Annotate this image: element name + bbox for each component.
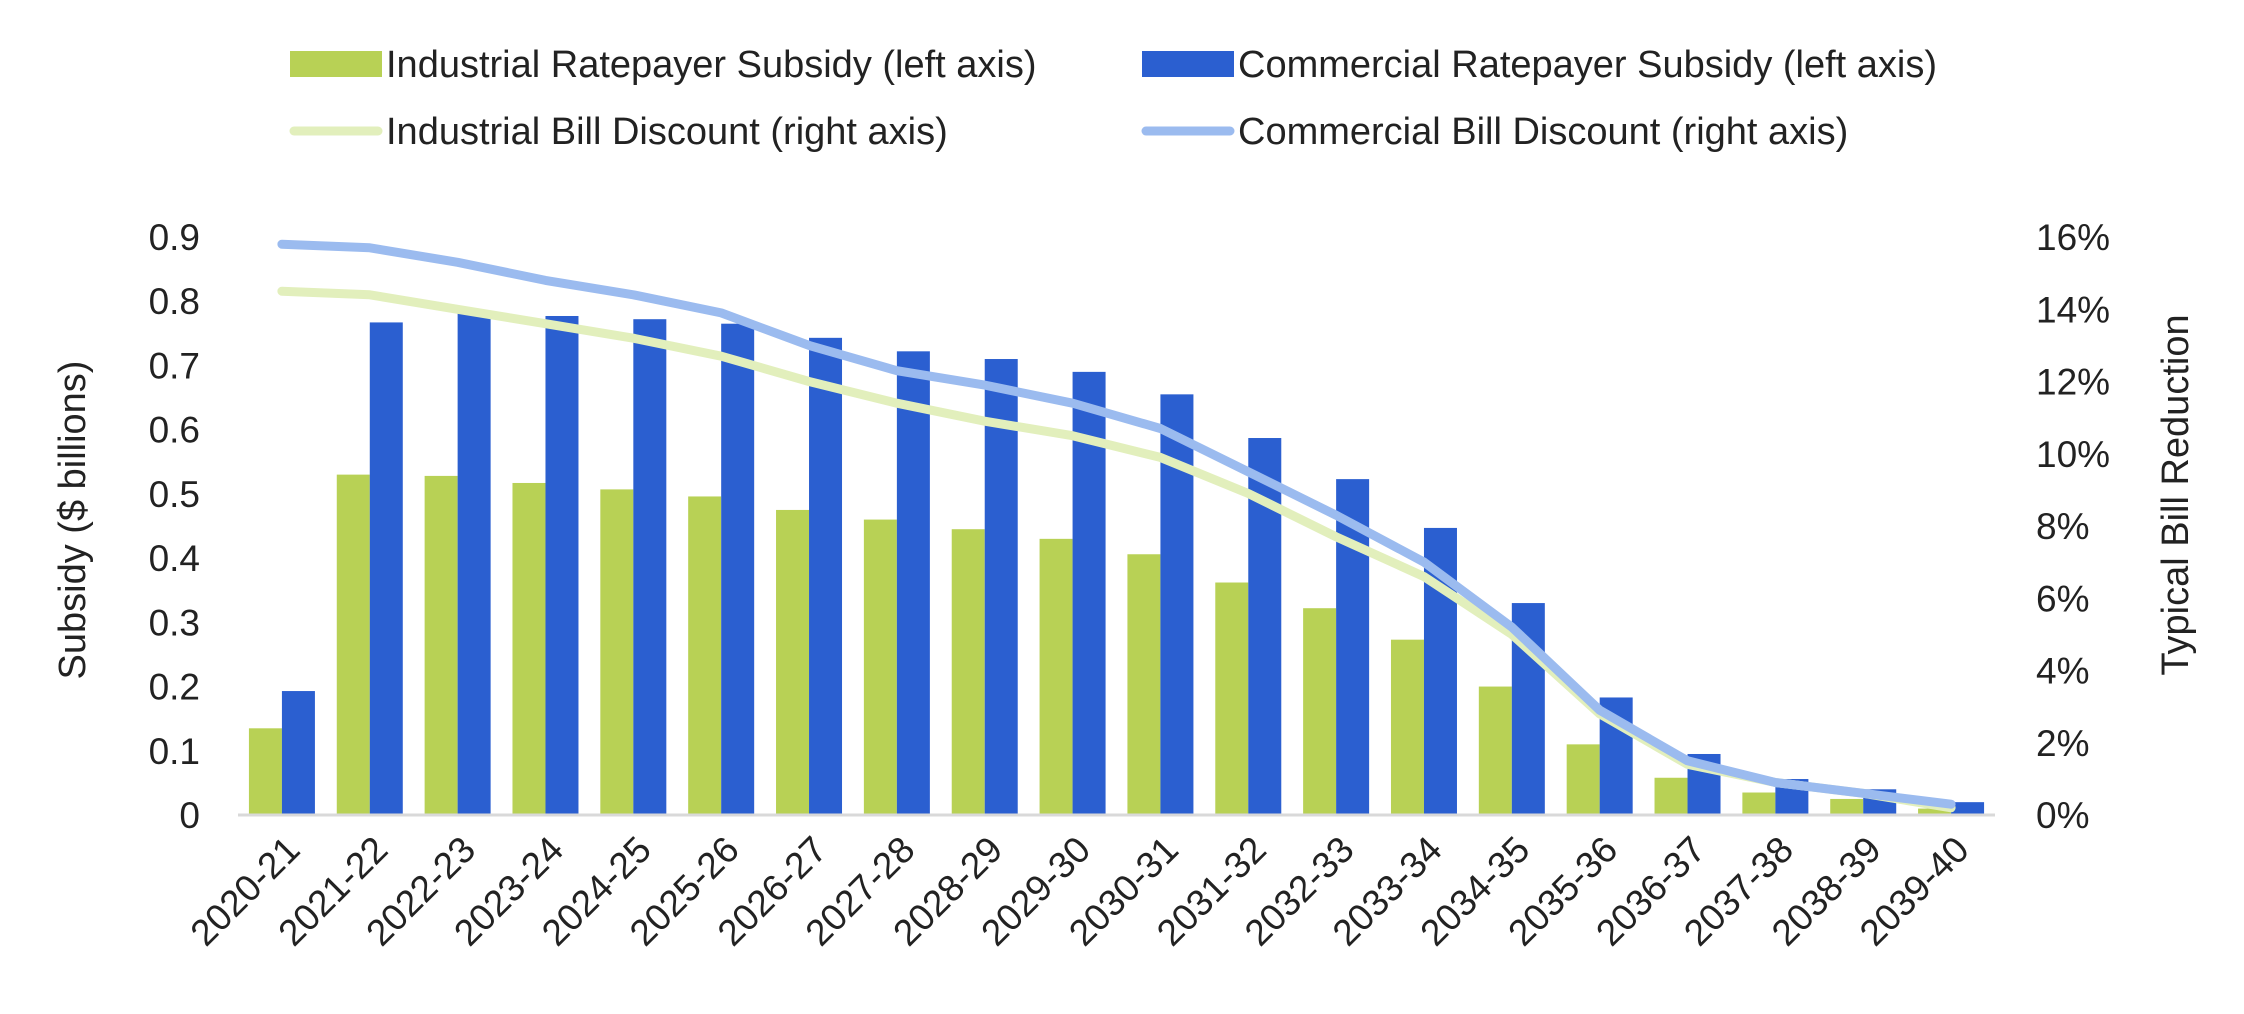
right-tick-label: 8% bbox=[2036, 506, 2089, 547]
left-tick-label: 0.8 bbox=[149, 281, 200, 322]
industrial-subsidy-bar-2037-38 bbox=[1742, 792, 1776, 815]
commercial-bill-discount-line bbox=[277, 239, 1956, 809]
commercial-subsidy-bar-2020-21 bbox=[281, 691, 315, 815]
industrial-subsidy-bar-2030-31 bbox=[1127, 554, 1161, 815]
commercial-subsidy-bar-2023-24 bbox=[545, 315, 579, 815]
right-tick-label: 0% bbox=[2036, 795, 2089, 836]
legend-commercial-discount-label: Commercial Bill Discount (right axis) bbox=[1238, 111, 1848, 153]
left-tick-label: 0.3 bbox=[149, 602, 200, 643]
right-tick-label: 14% bbox=[2036, 289, 2110, 330]
right-tick-label: 10% bbox=[2036, 434, 2110, 475]
industrial-subsidy-bar-2023-24 bbox=[512, 482, 546, 815]
commercial-subsidy-bar-2025-26 bbox=[721, 323, 755, 815]
industrial-subsidy-bar-2021-22 bbox=[336, 474, 370, 815]
legend: Industrial Ratepayer Subsidy (left axis)… bbox=[289, 44, 1937, 153]
industrial-subsidy-bar-2038-39 bbox=[1830, 798, 1864, 815]
right-axis-ticks: 0% 2% 4% 6% 8% 10% 12% 14% 16% bbox=[2036, 217, 2110, 836]
left-tick-label: 0 bbox=[179, 795, 200, 836]
industrial-subsidy-bar-2031-32 bbox=[1215, 582, 1249, 815]
commercial-subsidy-bar-2024-25 bbox=[633, 319, 667, 815]
line-series bbox=[277, 239, 1956, 813]
industrial-subsidy-bar-2033-34 bbox=[1390, 639, 1424, 815]
legend-industrial-discount-label: Industrial Bill Discount (right axis) bbox=[386, 111, 948, 153]
left-tick-label: 0.6 bbox=[149, 410, 200, 451]
commercial-subsidy-bar-2028-29 bbox=[984, 359, 1018, 815]
industrial-subsidy-bar-2027-28 bbox=[863, 519, 897, 815]
right-tick-label: 12% bbox=[2036, 362, 2110, 403]
bar-series bbox=[248, 312, 1985, 815]
industrial-subsidy-bar-2034-35 bbox=[1478, 686, 1512, 815]
left-tick-label: 0.2 bbox=[149, 667, 200, 708]
industrial-subsidy-bar-2020-21 bbox=[248, 728, 282, 815]
legend-industrial-subsidy-label: Industrial Ratepayer Subsidy (left axis) bbox=[386, 44, 1037, 86]
industrial-subsidy-bar-2032-33 bbox=[1303, 608, 1337, 815]
right-tick-label: 2% bbox=[2036, 723, 2089, 764]
right-axis-title: Typical Bill Reduction bbox=[2155, 314, 2197, 675]
right-tick-label: 4% bbox=[2036, 651, 2089, 692]
industrial-subsidy-bar-2036-37 bbox=[1654, 777, 1688, 815]
left-tick-label: 0.1 bbox=[149, 731, 200, 772]
left-axis-title: Subsidy ($ billions) bbox=[52, 361, 94, 680]
industrial-subsidy-bar-2039-40 bbox=[1918, 808, 1952, 815]
left-axis-ticks: 0 0.1 0.2 0.3 0.4 0.5 0.6 0.7 0.8 0.9 bbox=[149, 217, 200, 836]
left-tick-label: 0.9 bbox=[149, 217, 200, 258]
legend-commercial-subsidy-label: Commercial Ratepayer Subsidy (left axis) bbox=[1238, 44, 1937, 86]
legend-commercial-subsidy-swatch bbox=[1142, 51, 1234, 77]
left-tick-label: 0.7 bbox=[149, 345, 200, 386]
legend-industrial-subsidy-swatch bbox=[290, 51, 382, 77]
commercial-subsidy-bar-2027-28 bbox=[896, 351, 930, 815]
industrial-subsidy-bar-2022-23 bbox=[424, 475, 458, 815]
left-tick-label: 0.5 bbox=[149, 474, 200, 515]
industrial-subsidy-bar-2028-29 bbox=[951, 529, 985, 815]
commercial-subsidy-bar-2026-27 bbox=[809, 337, 843, 815]
industrial-subsidy-bar-2024-25 bbox=[600, 489, 634, 815]
industrial-subsidy-bar-2029-30 bbox=[1039, 538, 1073, 815]
x-axis-ticks: 2020-212021-222022-232023-242024-252025-… bbox=[183, 829, 1977, 954]
commercial-subsidy-bar-2039-40 bbox=[1951, 802, 1985, 815]
commercial-subsidy-bar-2022-23 bbox=[457, 312, 491, 815]
industrial-subsidy-bar-2025-26 bbox=[688, 496, 722, 815]
right-tick-label: 16% bbox=[2036, 217, 2110, 258]
right-tick-label: 6% bbox=[2036, 578, 2089, 619]
left-tick-label: 0.4 bbox=[149, 538, 200, 579]
industrial-subsidy-bar-2035-36 bbox=[1566, 744, 1600, 815]
commercial-subsidy-bar-2021-22 bbox=[369, 322, 403, 815]
industrial-subsidy-bar-2026-27 bbox=[776, 509, 810, 815]
